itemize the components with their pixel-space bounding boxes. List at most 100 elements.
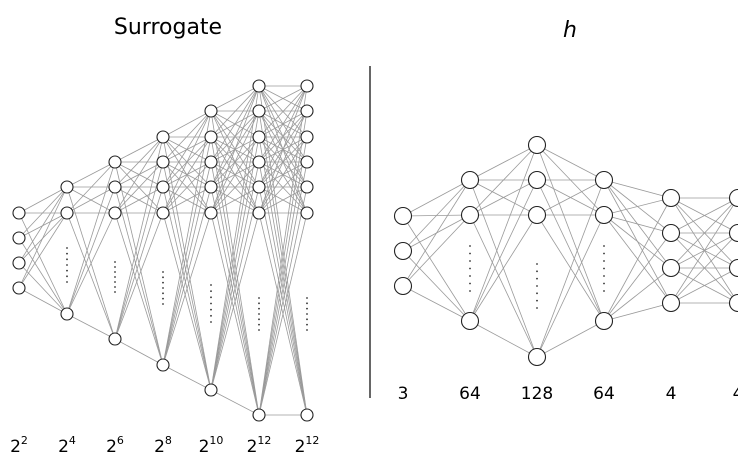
surrogate-node (156, 130, 170, 144)
h-ellipsis-dot (536, 285, 538, 287)
h-layer-labels: 3 64 128 64 4 4 (398, 384, 738, 404)
h-edge (536, 144, 605, 322)
h-edge (469, 144, 538, 216)
h-ellipsis-dot (469, 260, 471, 262)
surrogate-layer-label: 26 (106, 434, 124, 457)
surrogate-node (12, 206, 26, 220)
h-node (393, 276, 413, 296)
surrogate-edge (66, 186, 116, 315)
surrogate-edge (258, 85, 308, 416)
surrogate-node (252, 104, 266, 118)
surrogate-edge (210, 136, 260, 214)
surrogate-edge (210, 85, 260, 214)
surrogate-edge (210, 389, 260, 416)
surrogate-ellipsis-dot (162, 292, 164, 295)
h-edge (603, 197, 672, 216)
surrogate-edge (18, 186, 68, 214)
surrogate-edge (66, 161, 116, 214)
h-node (527, 205, 547, 225)
surrogate-ellipsis-dot (66, 258, 68, 261)
surrogate-layer-label: 22 (10, 434, 28, 457)
h-node (728, 258, 738, 278)
surrogate-edge (210, 110, 260, 391)
h-edge (469, 214, 538, 322)
surrogate-node (252, 206, 266, 220)
h-edges (402, 144, 738, 358)
surrogate-node (252, 180, 266, 194)
h-edge (469, 320, 538, 358)
h-node (661, 223, 681, 243)
surrogate-edge (210, 85, 260, 112)
surrogate-node (108, 180, 122, 194)
surrogate-edges (18, 85, 308, 416)
h-edge (402, 215, 471, 322)
surrogate-node (204, 130, 218, 144)
surrogate-layer-exponent: 8 (165, 434, 172, 447)
surrogate-layer-base: 2 (10, 437, 21, 457)
h-node (661, 188, 681, 208)
surrogate-edge (210, 85, 260, 188)
h-edge (402, 214, 471, 287)
surrogate-layer-exponent: 2 (21, 434, 28, 447)
surrogate-ellipsis-dot (210, 296, 212, 299)
surrogate-title: Surrogate (114, 15, 222, 40)
surrogate-ellipsis-dot (306, 307, 308, 310)
h-edge (603, 302, 672, 322)
h-layer-label: 64 (593, 384, 615, 404)
surrogate-ellipsis-dot (66, 264, 68, 266)
surrogate-ellipsis-dot (162, 297, 164, 300)
h-edge (469, 214, 538, 358)
h-edge (670, 232, 738, 304)
surrogate-edge (258, 212, 308, 416)
surrogate-node (300, 408, 314, 422)
surrogate-node (300, 155, 314, 169)
surrogate-ellipsis-dot (114, 291, 116, 293)
h-title: h (563, 18, 577, 43)
surrogate-node (204, 180, 218, 194)
surrogate-ellipsis-dot (306, 297, 308, 299)
surrogate-edge (258, 85, 308, 214)
surrogate-ellipsis-dot (162, 281, 164, 284)
surrogate-ellipsis-dot (66, 247, 68, 249)
surrogate-edge (162, 161, 212, 214)
h-node (460, 205, 480, 225)
h-edge (536, 144, 605, 181)
surrogate-edge (114, 338, 164, 366)
surrogate-layer-base: 2 (199, 437, 210, 457)
surrogate-edge (66, 161, 116, 315)
surrogate-layer-exponent: 6 (117, 434, 124, 447)
surrogate-edge (210, 186, 260, 214)
ellipsis-dots (66, 245, 605, 331)
surrogate-node (300, 180, 314, 194)
surrogate-layer-exponent: 10 (209, 434, 223, 447)
surrogate-ellipsis-dot (306, 323, 308, 326)
surrogate-edge (18, 212, 68, 289)
surrogate-edge (258, 85, 308, 163)
h-edge (536, 179, 605, 322)
surrogate-node (300, 104, 314, 118)
surrogate-edge (210, 186, 260, 391)
surrogate-edge (162, 212, 212, 366)
surrogate-ellipsis-dot (162, 276, 164, 279)
surrogate-ellipsis-dot (306, 302, 308, 305)
h-node (728, 223, 738, 243)
surrogate-edge (258, 161, 308, 214)
h-edge (536, 320, 605, 358)
h-layer-label: 4 (666, 384, 677, 404)
surrogate-edge (66, 313, 116, 340)
h-node (393, 206, 413, 226)
surrogate-edge (114, 186, 164, 340)
surrogate-ellipsis-dot (306, 318, 308, 321)
surrogate-node (204, 383, 218, 397)
surrogate-edge (258, 136, 308, 214)
surrogate-node (252, 79, 266, 93)
surrogate-layer-label: 24 (58, 434, 76, 457)
surrogate-edge (66, 212, 116, 315)
surrogate-edge (162, 364, 212, 391)
surrogate-ellipsis-dot (66, 275, 68, 278)
surrogate-edge (162, 212, 212, 391)
surrogate-node (300, 206, 314, 220)
surrogate-edge (114, 136, 164, 214)
h-ellipsis-dot (536, 292, 538, 295)
h-layer-label: 64 (459, 384, 481, 404)
